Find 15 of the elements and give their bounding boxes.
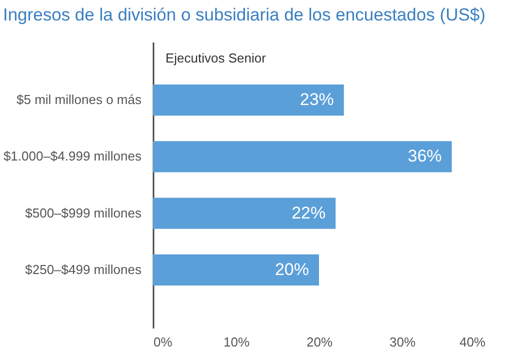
y-tick-label: $500–$999 millones — [25, 205, 142, 220]
data-label: 36% — [408, 146, 442, 166]
data-label: 23% — [300, 90, 334, 110]
y-tick-label: $5 mil millones o más — [16, 92, 142, 108]
data-label: 20% — [274, 260, 309, 279]
x-tick-label: 10% — [223, 334, 250, 350]
x-tick-label: 0% — [154, 334, 173, 350]
x-tick-label: 30% — [389, 334, 416, 350]
x-tick-label: 20% — [306, 334, 333, 350]
data-label: 22% — [292, 203, 326, 222]
text: Ejecutivos Senior — [166, 50, 267, 66]
x-tick-label: 40% — [459, 334, 486, 350]
y-tick-label: $1.000–$4.999 millones — [3, 148, 142, 164]
chart-title: Ingresos de la división o subsidiaria de los encuestados (US$) — [2, 4, 486, 24]
y-tick-label: $250–$499 millones — [25, 262, 142, 277]
